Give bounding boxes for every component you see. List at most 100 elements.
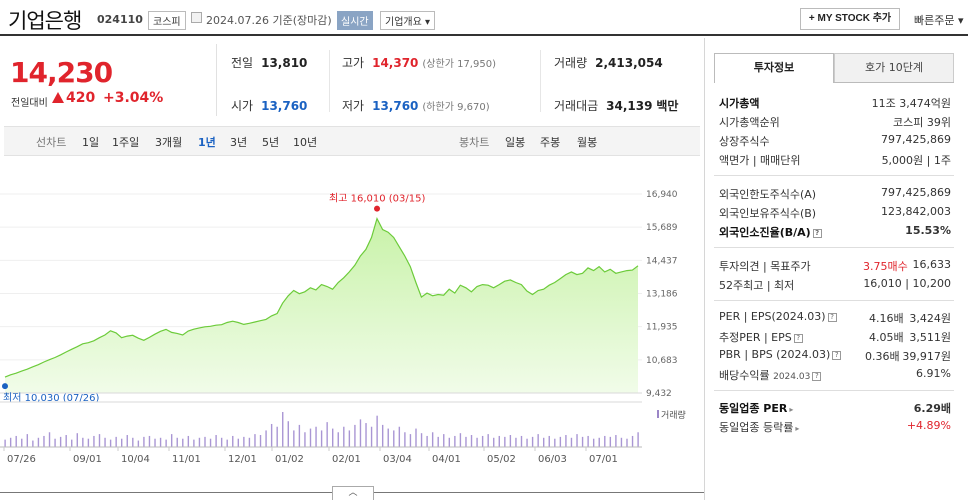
x-tick-label: 05/02 xyxy=(487,454,516,465)
volume-bar xyxy=(559,436,562,447)
volume-bar xyxy=(415,428,417,447)
add-mystock-button[interactable]: + MY STOCK 추가 xyxy=(800,8,900,30)
volume-bar xyxy=(454,435,456,447)
shares-row: 상장주식수 797,425,869 xyxy=(719,133,951,148)
volume-bar xyxy=(115,436,117,447)
quick-order-dropdown[interactable]: 빠른주문 ▾ xyxy=(914,14,964,27)
volume-legend: 거래량 xyxy=(661,409,686,421)
volume-bar xyxy=(109,439,112,447)
y-tick-label: 11,935 xyxy=(646,323,678,333)
volume-bar xyxy=(93,435,95,447)
x-tick-label: 02/01 xyxy=(332,454,361,465)
volume-bar xyxy=(620,437,623,447)
volume-bar xyxy=(65,435,67,447)
help-icon[interactable]: ? xyxy=(832,351,842,360)
volume-bar xyxy=(587,435,589,447)
y-tick-label: 13,186 xyxy=(646,290,678,300)
help-icon[interactable]: ? xyxy=(812,372,822,381)
volume-bar xyxy=(21,438,23,447)
volume-bar xyxy=(520,435,523,447)
volume-bar xyxy=(631,435,634,447)
help-icon[interactable]: ? xyxy=(812,229,822,238)
x-tick-label: 06/03 xyxy=(538,454,567,465)
tab-1w[interactable]: 1주일 xyxy=(112,136,140,149)
x-tick-label: 07/26 xyxy=(7,454,36,465)
help-icon[interactable]: ? xyxy=(827,313,837,322)
volume-bar xyxy=(54,438,56,447)
tab-orderbook[interactable]: 호가 10단계 xyxy=(834,53,954,83)
volume-bar xyxy=(37,437,40,447)
volume-bar xyxy=(354,424,356,447)
volume-bar xyxy=(270,423,273,447)
volume-bar xyxy=(504,436,506,447)
y-tick-label: 16,940 xyxy=(646,190,678,200)
volume-bar xyxy=(493,437,495,447)
volume-bar xyxy=(232,435,234,447)
volume-bar xyxy=(543,437,545,447)
volume-bar xyxy=(443,434,445,447)
volume-bar xyxy=(9,437,12,447)
volume-bar xyxy=(343,426,345,447)
divider xyxy=(714,300,954,301)
volume-bar xyxy=(104,437,106,447)
volume-bar xyxy=(304,432,306,447)
price-chart[interactable]: 16,940 15,689 14,437 13,186 11,935 10,683 9,43… xyxy=(0,160,704,500)
volume-bar xyxy=(143,436,145,447)
tab-5y[interactable]: 5년 xyxy=(262,136,280,149)
volume-bar xyxy=(548,435,550,447)
volume-bar xyxy=(98,434,101,447)
volume-bar xyxy=(26,434,29,447)
volume-bar xyxy=(565,435,567,447)
divider xyxy=(216,44,217,116)
realtime-button[interactable]: 실시간 xyxy=(337,11,373,30)
volume-bar xyxy=(337,432,339,447)
foreign-hold-row: 외국인보유주식수(B) 123,842,003 xyxy=(719,205,951,220)
y-tick-label: 9,432 xyxy=(646,389,672,399)
side-panel: 투자정보 호가 10단계 시가총액 11조 3,474억원 시가총액순위 코스피… xyxy=(704,38,968,500)
volume-bar xyxy=(154,438,156,447)
volume-bar xyxy=(509,435,512,447)
volume-bar xyxy=(332,428,334,447)
volume-bar xyxy=(320,430,323,447)
industry-change-row[interactable]: 동일업종 등락률 ▸ +4.89% xyxy=(719,419,951,434)
tab-daily[interactable]: 일봉 xyxy=(505,136,526,149)
help-icon[interactable]: ? xyxy=(793,334,803,343)
price-chart-svg[interactable]: 16,940 15,689 14,437 13,186 11,935 10,683 9,43… xyxy=(0,160,704,500)
divider xyxy=(714,390,954,391)
calendar-icon xyxy=(191,12,202,23)
tab-1y[interactable]: 1년 xyxy=(198,136,216,149)
tab-3m[interactable]: 3개월 xyxy=(155,136,183,149)
volume-bar xyxy=(592,438,595,447)
stock-code: 024110 xyxy=(97,13,143,26)
volume-bar xyxy=(4,439,6,447)
y-tick-label: 10,683 xyxy=(646,356,678,366)
tab-3y[interactable]: 3년 xyxy=(230,136,248,149)
company-info-dropdown[interactable]: 기업개요 ▾ xyxy=(380,11,435,30)
dividend-row: 배당수익률 2024.03? 6.91% xyxy=(719,367,951,382)
tab-monthly[interactable]: 월봉 xyxy=(577,136,598,149)
tab-weekly[interactable]: 주봉 xyxy=(540,136,561,149)
volume-bar xyxy=(398,426,401,447)
x-tick-label: 01/02 xyxy=(275,454,304,465)
tab-1d[interactable]: 1일 xyxy=(82,136,100,149)
est-per-row: 추정PER | EPS? 4.05배 3,511원 xyxy=(719,331,951,344)
volume-bar xyxy=(176,437,178,447)
industry-per-row[interactable]: 동일업종 PER ▸ 6.29배 xyxy=(719,402,951,415)
volume-bar xyxy=(215,435,217,447)
volume-bar xyxy=(515,437,517,447)
market-badge: 코스피 xyxy=(148,11,186,30)
stock-name: 기업은행 xyxy=(8,9,82,33)
volume-bar xyxy=(581,436,584,447)
period-tabs: 선차트 1일 1주일 3개월 1년 3년 5년 10년 봉차트 일봉 주봉 월봉 xyxy=(4,126,700,156)
tab-10y[interactable]: 10년 xyxy=(293,136,318,149)
x-tick-label: 09/01 xyxy=(73,454,102,465)
volume-bar xyxy=(431,432,434,447)
tab-invest-info[interactable]: 투자정보 xyxy=(714,53,834,83)
collapse-button[interactable]: ︿ xyxy=(332,486,374,500)
volume-bar xyxy=(121,438,123,447)
volume-bar xyxy=(526,438,528,447)
volume-bar xyxy=(254,434,256,447)
volume-bar xyxy=(326,422,328,447)
volume-bar xyxy=(137,440,140,447)
x-tick-label: 07/01 xyxy=(589,454,618,465)
